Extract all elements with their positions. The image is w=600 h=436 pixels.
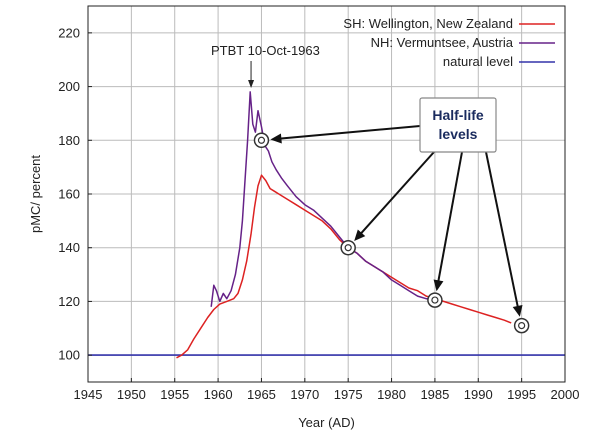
x-tick-label: 1980 xyxy=(377,387,406,402)
half-life-marker-inner xyxy=(518,322,526,330)
half-life-marker xyxy=(513,317,530,334)
x-tick-label: 2000 xyxy=(551,387,580,402)
callout-arrows xyxy=(270,125,523,317)
half-life-marker xyxy=(427,292,443,308)
callout-arrowhead xyxy=(354,229,366,242)
x-tick-label: 1985 xyxy=(420,387,449,402)
callout-line-2: levels xyxy=(439,126,478,142)
callout-arrow xyxy=(436,151,463,284)
x-tick-label: 1965 xyxy=(247,387,276,402)
callout-arrowhead xyxy=(433,279,444,292)
y-tick-label: 100 xyxy=(58,348,80,363)
y-tick-label: 140 xyxy=(58,240,80,255)
tick-labels: 1945 1950 1955 1960 1965 1970 1975 1980 1985 1990… xyxy=(58,25,579,402)
legend-label: natural level xyxy=(443,54,513,69)
x-tick-label: 1990 xyxy=(464,387,493,402)
y-tick-label: 160 xyxy=(58,187,80,202)
callout-line-1: Half-life xyxy=(432,107,484,123)
x-tick-label: 1955 xyxy=(160,387,189,402)
y-tick-label: 120 xyxy=(58,294,80,309)
callout-arrow xyxy=(358,151,435,236)
half-life-markers xyxy=(253,132,530,334)
series-layer xyxy=(88,91,565,359)
x-tick-label: 1975 xyxy=(334,387,363,402)
legend: SH: Wellington, New Zealand NH: Vermuntse… xyxy=(343,16,555,69)
ptbt-arrowhead xyxy=(248,80,255,88)
series-line-1 xyxy=(210,91,435,307)
half-life-marker-inner xyxy=(431,296,439,304)
x-tick-label: 1945 xyxy=(74,387,103,402)
series-line-0 xyxy=(176,174,512,359)
x-axis-label: Year (AD) xyxy=(298,415,355,430)
half-life-marker xyxy=(253,132,270,149)
ptbt-label: PTBT 10-Oct-1963 xyxy=(211,43,320,58)
y-tick-label: 180 xyxy=(58,133,80,148)
x-tick-label: 1950 xyxy=(117,387,146,402)
half-life-callout: Half-life levels xyxy=(419,97,497,153)
ptbt-annotation: PTBT 10-Oct-1963 xyxy=(211,43,320,88)
legend-label: SH: Wellington, New Zealand xyxy=(343,16,513,31)
y-tick-label: 200 xyxy=(58,79,80,94)
y-tick-label: 220 xyxy=(58,25,80,40)
callout-arrow xyxy=(278,125,421,140)
x-tick-label: 1970 xyxy=(290,387,319,402)
half-life-marker xyxy=(340,239,356,256)
callout-box xyxy=(419,97,497,153)
callout-arrowhead xyxy=(512,305,523,317)
half-life-marker-inner xyxy=(257,136,266,144)
callout-arrowhead xyxy=(270,133,282,144)
legend-label: NH: Vermuntsee, Austria xyxy=(371,35,514,50)
half-life-marker-inner xyxy=(344,244,352,252)
callout-arrow xyxy=(485,151,520,310)
x-tick-label: 1960 xyxy=(204,387,233,402)
y-axis-label: pMC/ percent xyxy=(28,155,43,233)
x-tick-label: 1995 xyxy=(507,387,536,402)
